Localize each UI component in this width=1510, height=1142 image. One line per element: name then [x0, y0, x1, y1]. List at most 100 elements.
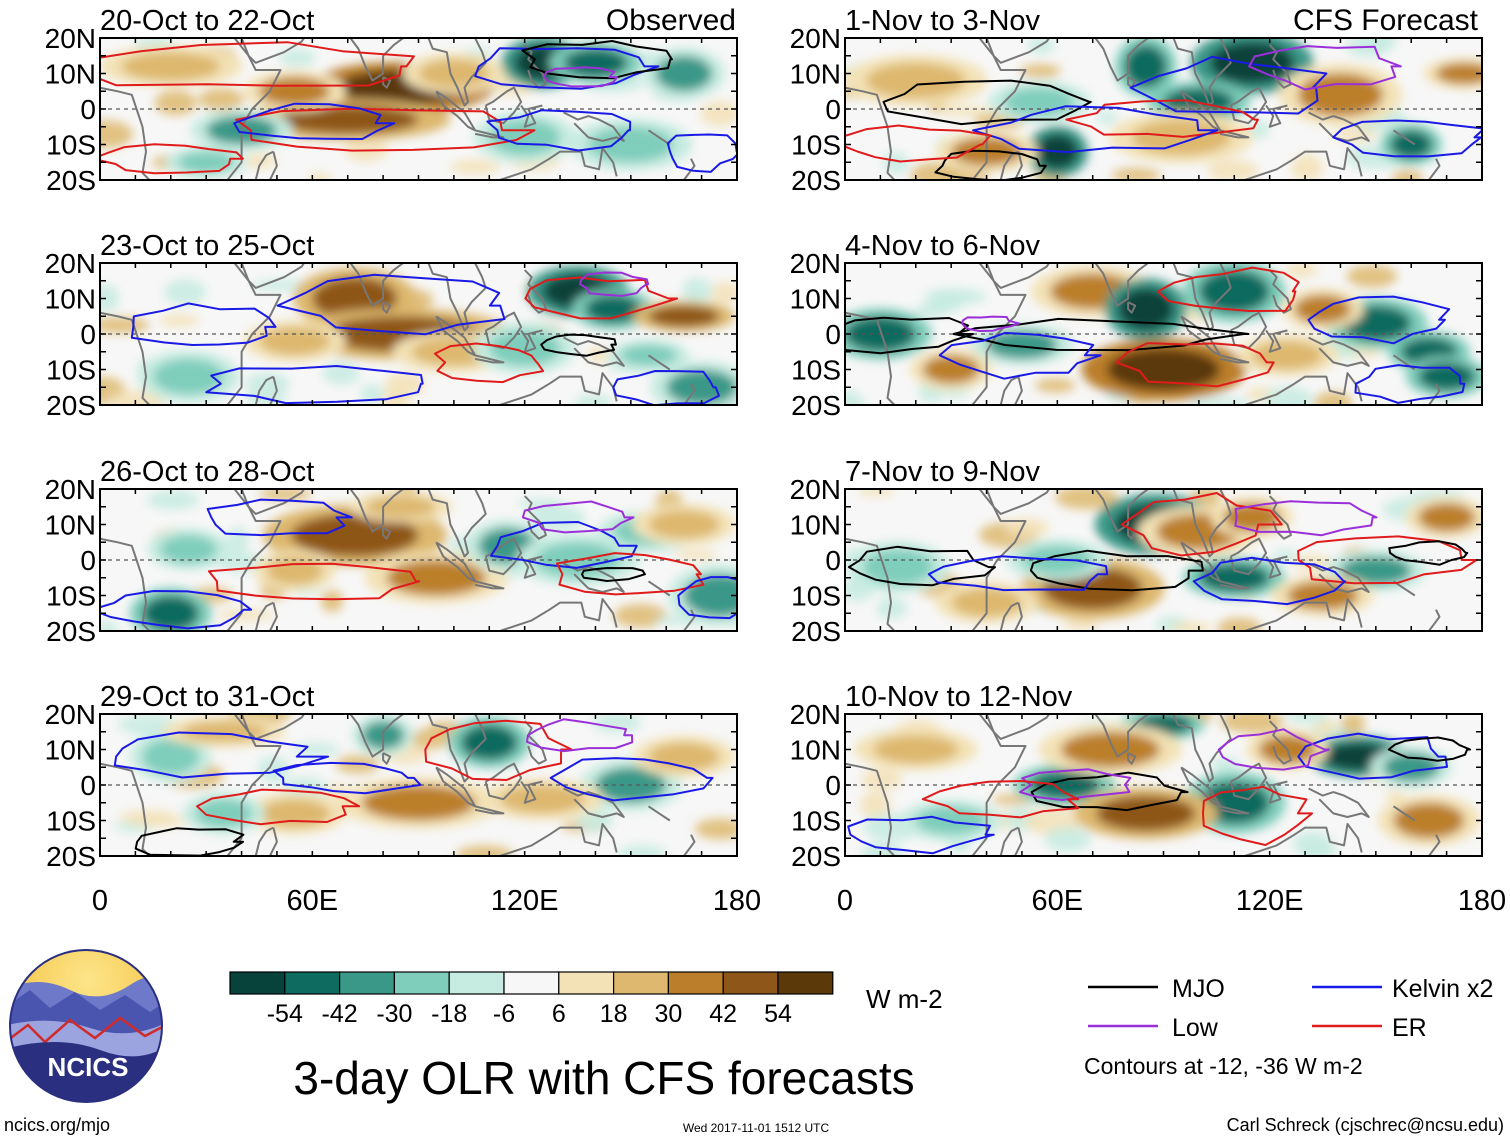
- colorbar-swatch: [667, 971, 724, 995]
- colorbar: -54 -42 -30 -18 -6 6 18 30 42 54: [229, 971, 834, 1028]
- coastlines: [845, 38, 1441, 180]
- lat-tick-label: 10S: [46, 355, 96, 386]
- colorbar-swatch: [558, 971, 615, 995]
- anomaly-blob: [1297, 73, 1383, 117]
- contour-line: [1297, 535, 1478, 585]
- wave-contours: [100, 498, 737, 630]
- credit: Carl Schreck (cjschrec@ncsu.edu): [1227, 1115, 1504, 1135]
- anomaly-blob: [1096, 795, 1196, 832]
- contour-line: [549, 757, 714, 802]
- colorbar-label: 18: [600, 1000, 628, 1028]
- lat-tick-label: 20N: [790, 699, 841, 730]
- anomaly-blob: [489, 119, 561, 156]
- chart-title: 3-day OLR with CFS forecasts: [293, 1052, 914, 1104]
- anomaly-blob: [922, 355, 980, 384]
- contour-line: [845, 124, 992, 163]
- lat-tick-label: 20N: [45, 474, 96, 505]
- lat-tick-label: 20N: [790, 23, 841, 54]
- colorbar-label: -6: [493, 1000, 515, 1028]
- lat-tick-label: 20S: [46, 616, 96, 647]
- contour-line: [666, 133, 737, 173]
- lat-tick-label: 20N: [790, 474, 841, 505]
- lat-tick-label: 0: [80, 770, 96, 801]
- anomaly-blob: [291, 513, 419, 557]
- contour-line: [424, 719, 573, 781]
- contour-line: [521, 500, 635, 534]
- contour-line: [927, 555, 1109, 592]
- anomaly-blob: [1418, 362, 1475, 391]
- lat-tick-label: 10S: [791, 581, 841, 612]
- contour-line: [235, 107, 536, 152]
- contour-line: [1129, 55, 1328, 115]
- colorbar-swatch: [393, 971, 450, 995]
- cfs-forecast-label: CFS Forecast: [1293, 4, 1479, 37]
- contour-line: [1354, 364, 1466, 404]
- contour-line: [938, 331, 1102, 380]
- contour-line: [847, 815, 995, 855]
- wave-contours: [130, 271, 720, 405]
- colorbar-swatch: [503, 971, 560, 995]
- contour-line: [272, 761, 422, 795]
- timestamp: Wed 2017-11-01 1512 UTC: [683, 1121, 830, 1135]
- anomaly-blob: [588, 126, 674, 163]
- legend: MJO Kelvin x2 Low ER Contours at -12, -3…: [1084, 975, 1493, 1079]
- contour-line: [526, 718, 634, 753]
- anomaly-blob: [1436, 62, 1482, 85]
- lat-tick-label: 10S: [791, 130, 841, 161]
- anomaly-blob: [160, 535, 217, 564]
- contour-line: [1202, 785, 1314, 846]
- lat-tick-label: 0: [80, 94, 96, 125]
- panel-title: 29-Oct to 31-Oct: [100, 681, 314, 713]
- legend-mjo-label: MJO: [1172, 975, 1225, 1003]
- lon-tick-label: 120E: [491, 885, 559, 917]
- lon-tick-label: 120E: [1236, 885, 1304, 917]
- anomaly-blob: [365, 496, 437, 518]
- panel-title: 4-Nov to 6-Nov: [845, 230, 1041, 262]
- lon-tick-label: 180: [1458, 885, 1506, 917]
- anomaly-blob: [1106, 348, 1221, 391]
- contour-line: [543, 66, 619, 88]
- anomaly-blob: [259, 799, 331, 828]
- anomaly-blob: [276, 105, 419, 134]
- contour-line: [1192, 556, 1347, 606]
- colorbar-swatch: [339, 971, 396, 995]
- contour-line: [205, 365, 424, 405]
- coastlines: [100, 38, 696, 180]
- lat-tick-label: 0: [80, 545, 96, 576]
- site-url[interactable]: ncics.org/mjo: [4, 1115, 110, 1135]
- observed-label: Observed: [606, 4, 736, 37]
- colorbar-swatch: [612, 971, 669, 995]
- anomaly-blob: [1389, 130, 1433, 159]
- contour-line: [1030, 771, 1189, 812]
- contour-line: [1029, 549, 1204, 592]
- colorbar-label: 54: [764, 1000, 792, 1028]
- anomaly-blob: [121, 52, 221, 81]
- contour-line: [1297, 732, 1448, 780]
- anomaly-blob: [683, 574, 737, 617]
- contour-line: [207, 562, 421, 601]
- colorbar-label: 30: [654, 1000, 682, 1028]
- lat-tick-label: 0: [825, 94, 841, 125]
- anomaly-blob: [142, 738, 200, 775]
- wave-contours: [100, 40, 737, 175]
- contour-line: [1332, 119, 1482, 158]
- wave-contours: [847, 728, 1472, 855]
- coastlines: [845, 263, 1441, 405]
- anomaly-blob: [153, 358, 224, 395]
- lat-tick-label: 10S: [46, 130, 96, 161]
- contour-line: [952, 317, 1250, 352]
- anomaly-blob: [563, 48, 628, 78]
- colorbar-label: 42: [709, 1000, 737, 1028]
- anomaly-blob: [259, 77, 331, 106]
- lat-tick-label: 0: [80, 319, 96, 350]
- colorbar-swatch: [448, 971, 505, 995]
- contour-line: [1120, 492, 1283, 557]
- anomaly-blob: [1393, 802, 1465, 839]
- contour-line: [100, 590, 253, 630]
